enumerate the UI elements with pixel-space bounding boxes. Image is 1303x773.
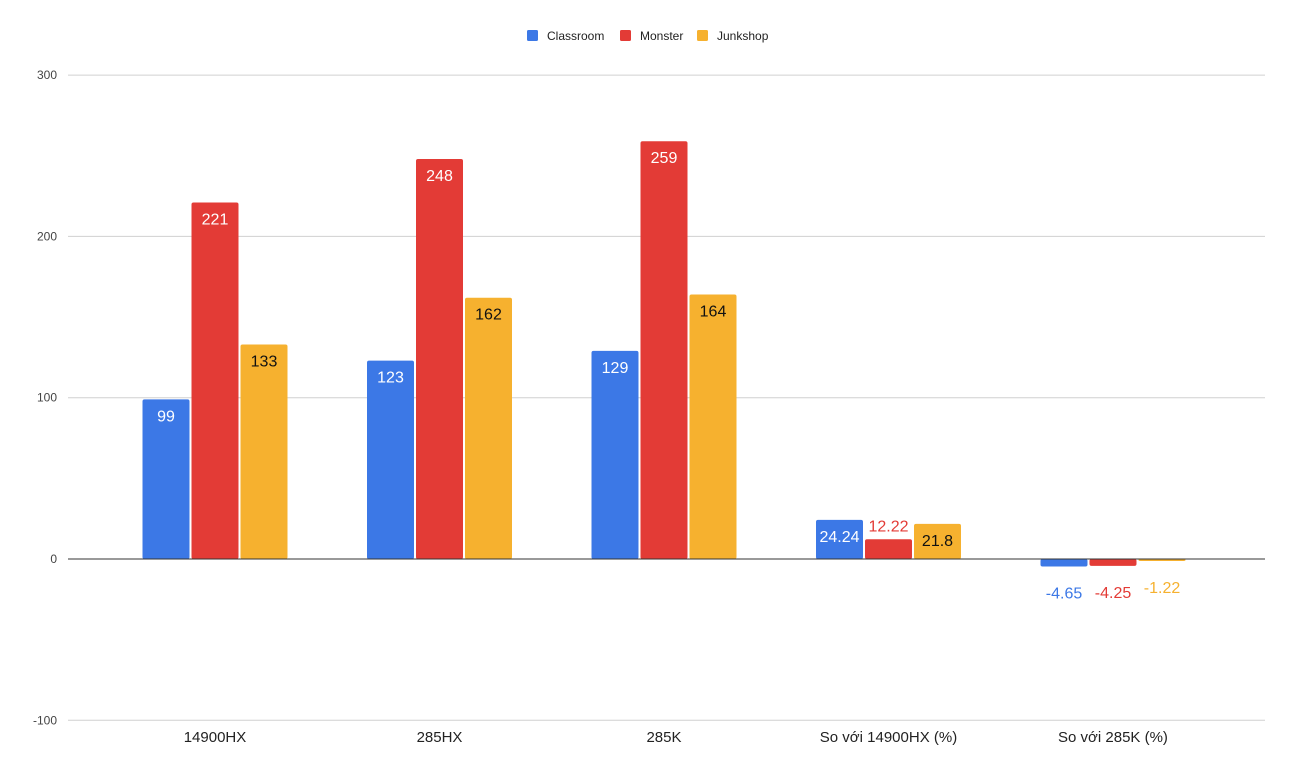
data-label: 99 xyxy=(157,408,175,425)
bar-monster xyxy=(191,202,239,560)
data-label: -4.65 xyxy=(1046,586,1083,603)
legend-swatch-monster xyxy=(620,30,631,41)
bar-junkshop xyxy=(689,294,737,559)
data-label: 221 xyxy=(202,212,229,229)
bar-monster xyxy=(1089,559,1137,566)
data-label: 129 xyxy=(602,360,629,377)
data-label: 24.24 xyxy=(819,529,859,546)
y-tick-label: 0 xyxy=(50,552,57,566)
data-label: 248 xyxy=(426,168,453,185)
x-tick-label: 285HX xyxy=(417,729,463,746)
bar-junkshop xyxy=(465,297,512,559)
y-tick-label: 100 xyxy=(37,391,57,405)
bar-junkshop xyxy=(240,344,288,559)
data-label: -1.22 xyxy=(1144,580,1181,597)
data-label: -4.25 xyxy=(1095,585,1132,602)
legend-label: Monster xyxy=(640,29,683,43)
bar-monster xyxy=(640,141,688,559)
data-label: 21.8 xyxy=(922,533,953,550)
x-tick-label: So với 14900HX (%) xyxy=(820,729,957,746)
data-label: 133 xyxy=(251,353,278,370)
x-tick-label: So với 285K (%) xyxy=(1058,729,1168,746)
y-tick-label: 300 xyxy=(37,68,57,82)
y-tick-label: 200 xyxy=(37,229,57,243)
bar-monster xyxy=(416,158,463,559)
x-tick-label: 285K xyxy=(646,729,681,746)
data-label: 162 xyxy=(475,307,502,324)
legend-swatch-classroom xyxy=(527,30,538,41)
bar-classroom xyxy=(591,350,639,559)
legend-label: Classroom xyxy=(547,29,604,43)
data-label: 123 xyxy=(377,370,404,387)
legend-label: Junkshop xyxy=(717,29,769,43)
bar-classroom xyxy=(142,399,190,559)
bar-junkshop xyxy=(914,523,961,559)
data-label: 12.22 xyxy=(868,518,908,535)
x-tick-label: 14900HX xyxy=(184,729,247,746)
bar-classroom xyxy=(367,360,414,559)
bar-classroom xyxy=(816,519,863,559)
bar-classroom xyxy=(1040,559,1088,567)
bar-monster xyxy=(865,539,912,559)
data-label: 164 xyxy=(700,303,727,320)
data-label: 259 xyxy=(651,150,678,167)
legend-swatch-junkshop xyxy=(697,30,708,41)
y-tick-label: -100 xyxy=(33,713,57,727)
